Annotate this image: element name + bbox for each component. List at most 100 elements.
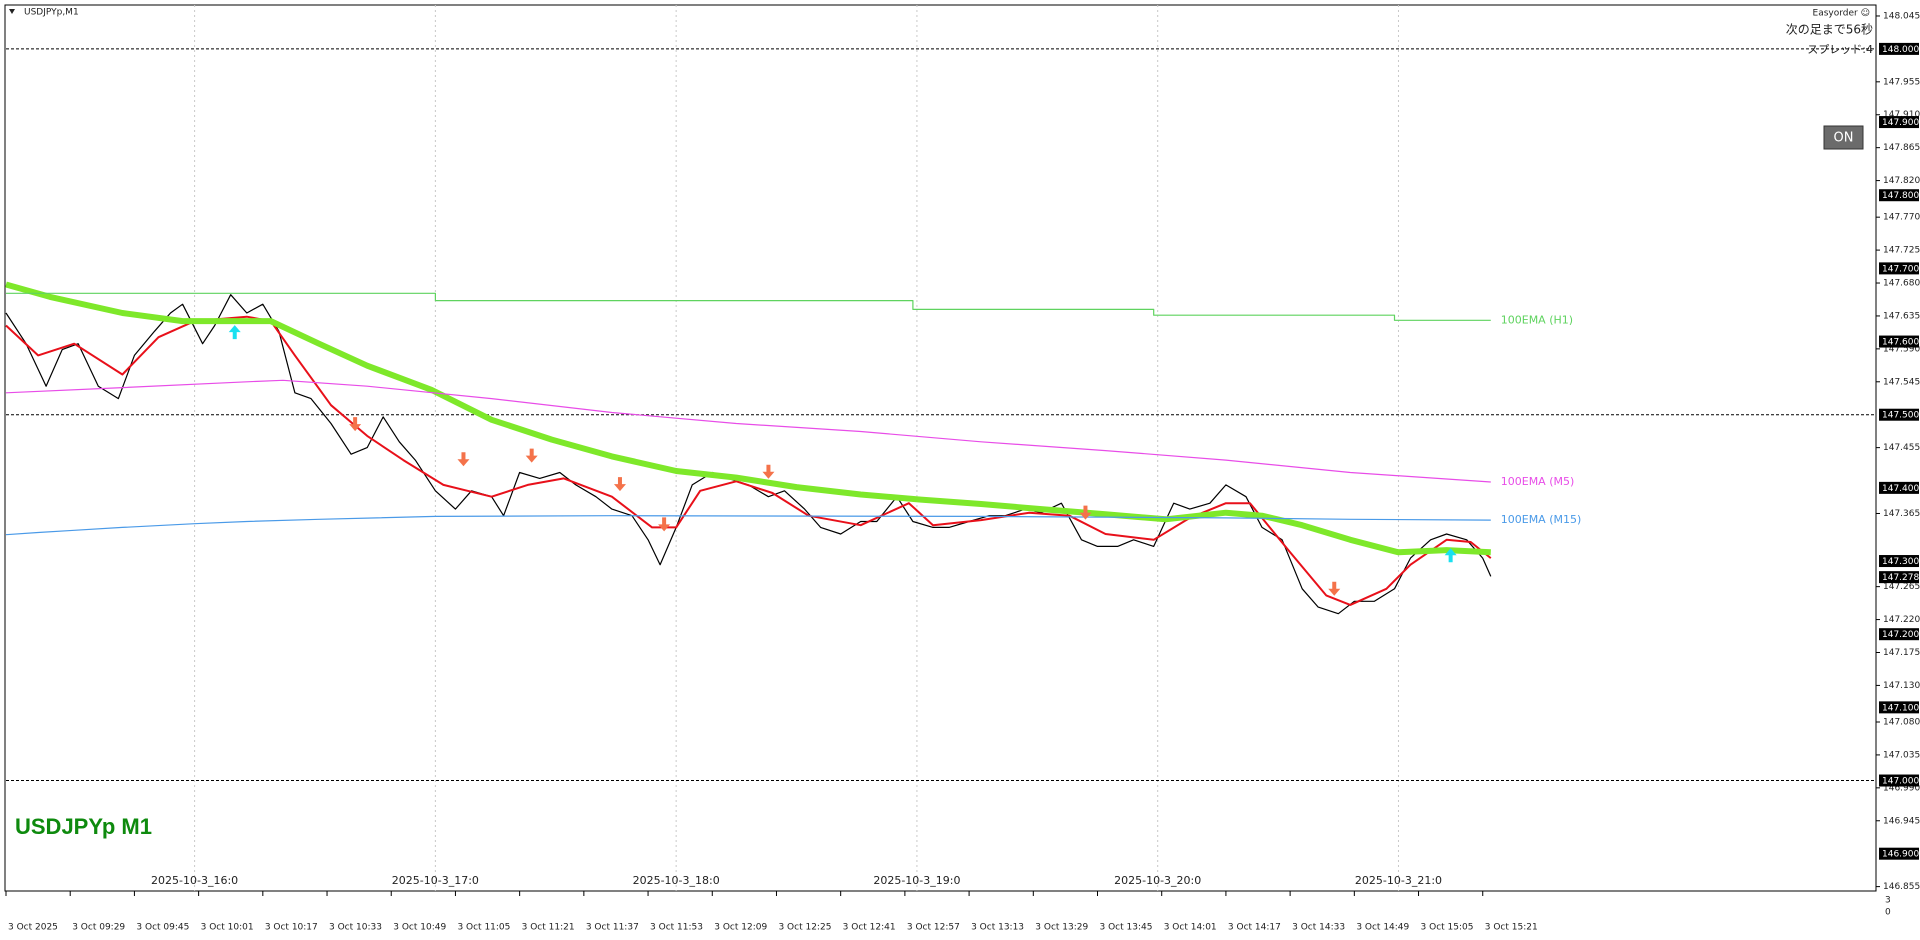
level-tick-label-box bbox=[1879, 189, 1919, 202]
legend-label: 100EMA (H1) bbox=[1501, 313, 1573, 326]
level-tick-label: 147.300 bbox=[1882, 557, 1919, 567]
on-button-label[interactable]: ON bbox=[1834, 131, 1854, 146]
level-tick-label: 146.900 bbox=[1882, 850, 1919, 860]
current-price-label: 147.278 bbox=[1882, 573, 1919, 583]
sell-arrow bbox=[457, 452, 470, 467]
level-tick-label: 148.000 bbox=[1882, 45, 1919, 55]
sell-arrow bbox=[1328, 581, 1341, 596]
buy-arrow bbox=[228, 325, 241, 340]
symbol-label: USDJPYp,M1 bbox=[24, 8, 79, 18]
y-tick-label: 147.680 bbox=[1883, 279, 1920, 289]
x-tick-label: 3 Oct 11:21 bbox=[522, 923, 575, 933]
level-tick-label: 147.100 bbox=[1882, 703, 1919, 713]
level-tick-label: 147.200 bbox=[1882, 630, 1919, 640]
x-tick-label: 3 Oct 11:53 bbox=[650, 923, 703, 933]
y-tick-label: 147.175 bbox=[1883, 648, 1920, 658]
y-tick-label: 147.220 bbox=[1883, 615, 1920, 625]
x-tick-label: 3 Oct 13:45 bbox=[1100, 923, 1153, 933]
x-tick-label: 3 Oct 10:49 bbox=[393, 923, 446, 933]
x-tick-label: 3 Oct 11:37 bbox=[586, 923, 639, 933]
sell-arrow bbox=[349, 417, 362, 432]
level-tick-label: 147.000 bbox=[1882, 777, 1919, 787]
sell-arrow bbox=[658, 517, 671, 532]
x-tick-label: 3 Oct 12:41 bbox=[843, 923, 896, 933]
hour-label: 2025-10-3_18:0 bbox=[633, 874, 720, 887]
level-tick-label: 147.700 bbox=[1882, 264, 1919, 274]
spread-label: スプレッド:4 bbox=[1807, 43, 1873, 56]
hour-label: 2025-10-3_17:0 bbox=[392, 874, 479, 887]
level-tick-label: 147.500 bbox=[1882, 411, 1919, 421]
x-tick-label: 3 Oct 12:09 bbox=[714, 923, 767, 933]
x-tick-label: 3 Oct 10:33 bbox=[329, 923, 382, 933]
watermark: USDJPYp M1 bbox=[15, 814, 152, 839]
x-tick-label: 3 Oct 10:01 bbox=[201, 923, 254, 933]
x-tick-label: 3 Oct 15:05 bbox=[1421, 923, 1474, 933]
hour-label: 2025-10-3_19:0 bbox=[873, 874, 960, 887]
x-tick-label: 3 Oct 11:05 bbox=[457, 923, 510, 933]
hour-label: 2025-10-3_16:0 bbox=[151, 874, 238, 887]
level-tick-label-box bbox=[1879, 701, 1919, 714]
x-tick-label: 3 Oct 13:13 bbox=[971, 923, 1024, 933]
y-tick-label: 147.080 bbox=[1883, 717, 1920, 727]
level-tick-label-box bbox=[1879, 116, 1919, 129]
sell-arrow bbox=[613, 477, 626, 492]
plot-frame bbox=[4, 4, 1877, 892]
series-line bbox=[5, 315, 1492, 606]
x-tick-label: 3 Oct 14:49 bbox=[1356, 923, 1409, 933]
series-line bbox=[5, 379, 1491, 483]
y-tick-label: 147.265 bbox=[1883, 582, 1920, 592]
y-tick-label: 147.035 bbox=[1883, 750, 1920, 760]
level-tick-label: 147.600 bbox=[1882, 338, 1919, 348]
hour-label: 2025-10-3_20:0 bbox=[1114, 874, 1201, 887]
series-line bbox=[5, 294, 1492, 615]
level-tick-label-box bbox=[1879, 481, 1919, 494]
y-tick-label: 147.770 bbox=[1883, 213, 1920, 223]
x-tick-label: 3 Oct 14:17 bbox=[1228, 923, 1281, 933]
y-tick-label: 147.955 bbox=[1883, 77, 1920, 87]
level-tick-label-box bbox=[1879, 408, 1919, 421]
y-tick-label: 147.545 bbox=[1883, 377, 1920, 387]
y-tick-label: 147.820 bbox=[1883, 176, 1920, 186]
x-tick-label: 3 Oct 10:17 bbox=[265, 923, 318, 933]
hour-label: 2025-10-3_21:0 bbox=[1355, 874, 1442, 887]
y-tick-label: 147.865 bbox=[1883, 143, 1920, 153]
level-tick-label: 147.800 bbox=[1882, 191, 1919, 201]
y-tick-label: 147.590 bbox=[1883, 344, 1920, 354]
corner-label: 3 bbox=[1885, 896, 1891, 906]
x-tick-label: 3 Oct 14:01 bbox=[1164, 923, 1217, 933]
sell-arrow bbox=[1079, 505, 1092, 520]
series-line bbox=[6, 292, 1491, 321]
legend-label: 100EMA (M5) bbox=[1501, 475, 1575, 488]
y-tick-label: 146.855 bbox=[1883, 882, 1920, 892]
level-tick-label-box bbox=[1879, 774, 1919, 787]
level-tick-label-box bbox=[1879, 42, 1919, 55]
buy-arrow bbox=[1444, 548, 1457, 563]
y-tick-label: 147.725 bbox=[1883, 246, 1920, 256]
sell-arrow bbox=[762, 464, 775, 479]
x-tick-label: 3 Oct 2025 bbox=[8, 923, 58, 933]
series-line bbox=[5, 281, 1491, 556]
x-tick-label: 3 Oct 13:29 bbox=[1035, 923, 1088, 933]
y-tick-label: 147.130 bbox=[1883, 681, 1920, 691]
level-tick-label: 147.900 bbox=[1882, 118, 1919, 128]
y-tick-label: 146.990 bbox=[1883, 783, 1920, 793]
level-tick-label-box bbox=[1879, 628, 1919, 641]
x-tick-label: 3 Oct 09:45 bbox=[136, 923, 189, 933]
corner-label: 0 bbox=[1885, 908, 1891, 918]
level-tick-label: 147.400 bbox=[1882, 484, 1919, 494]
y-tick-label: 148.045 bbox=[1883, 11, 1920, 21]
y-tick-label: 147.635 bbox=[1883, 311, 1920, 321]
current-price-label-box bbox=[1879, 571, 1919, 584]
on-button[interactable] bbox=[1823, 125, 1864, 150]
level-tick-label-box bbox=[1879, 262, 1919, 275]
y-tick-label: 147.455 bbox=[1883, 443, 1920, 453]
countdown-label: 次の足まで56秒 bbox=[1786, 23, 1873, 37]
indicator-label: Easyorder ☺ bbox=[1813, 8, 1870, 19]
y-tick-label: 146.945 bbox=[1883, 816, 1920, 826]
x-tick-label: 3 Oct 14:33 bbox=[1292, 923, 1345, 933]
level-tick-label-box bbox=[1879, 555, 1919, 568]
x-tick-label: 3 Oct 12:57 bbox=[907, 923, 960, 933]
series-line bbox=[5, 515, 1491, 536]
x-tick-label: 3 Oct 12:25 bbox=[778, 923, 831, 933]
x-tick-label: 3 Oct 15:21 bbox=[1485, 923, 1538, 933]
